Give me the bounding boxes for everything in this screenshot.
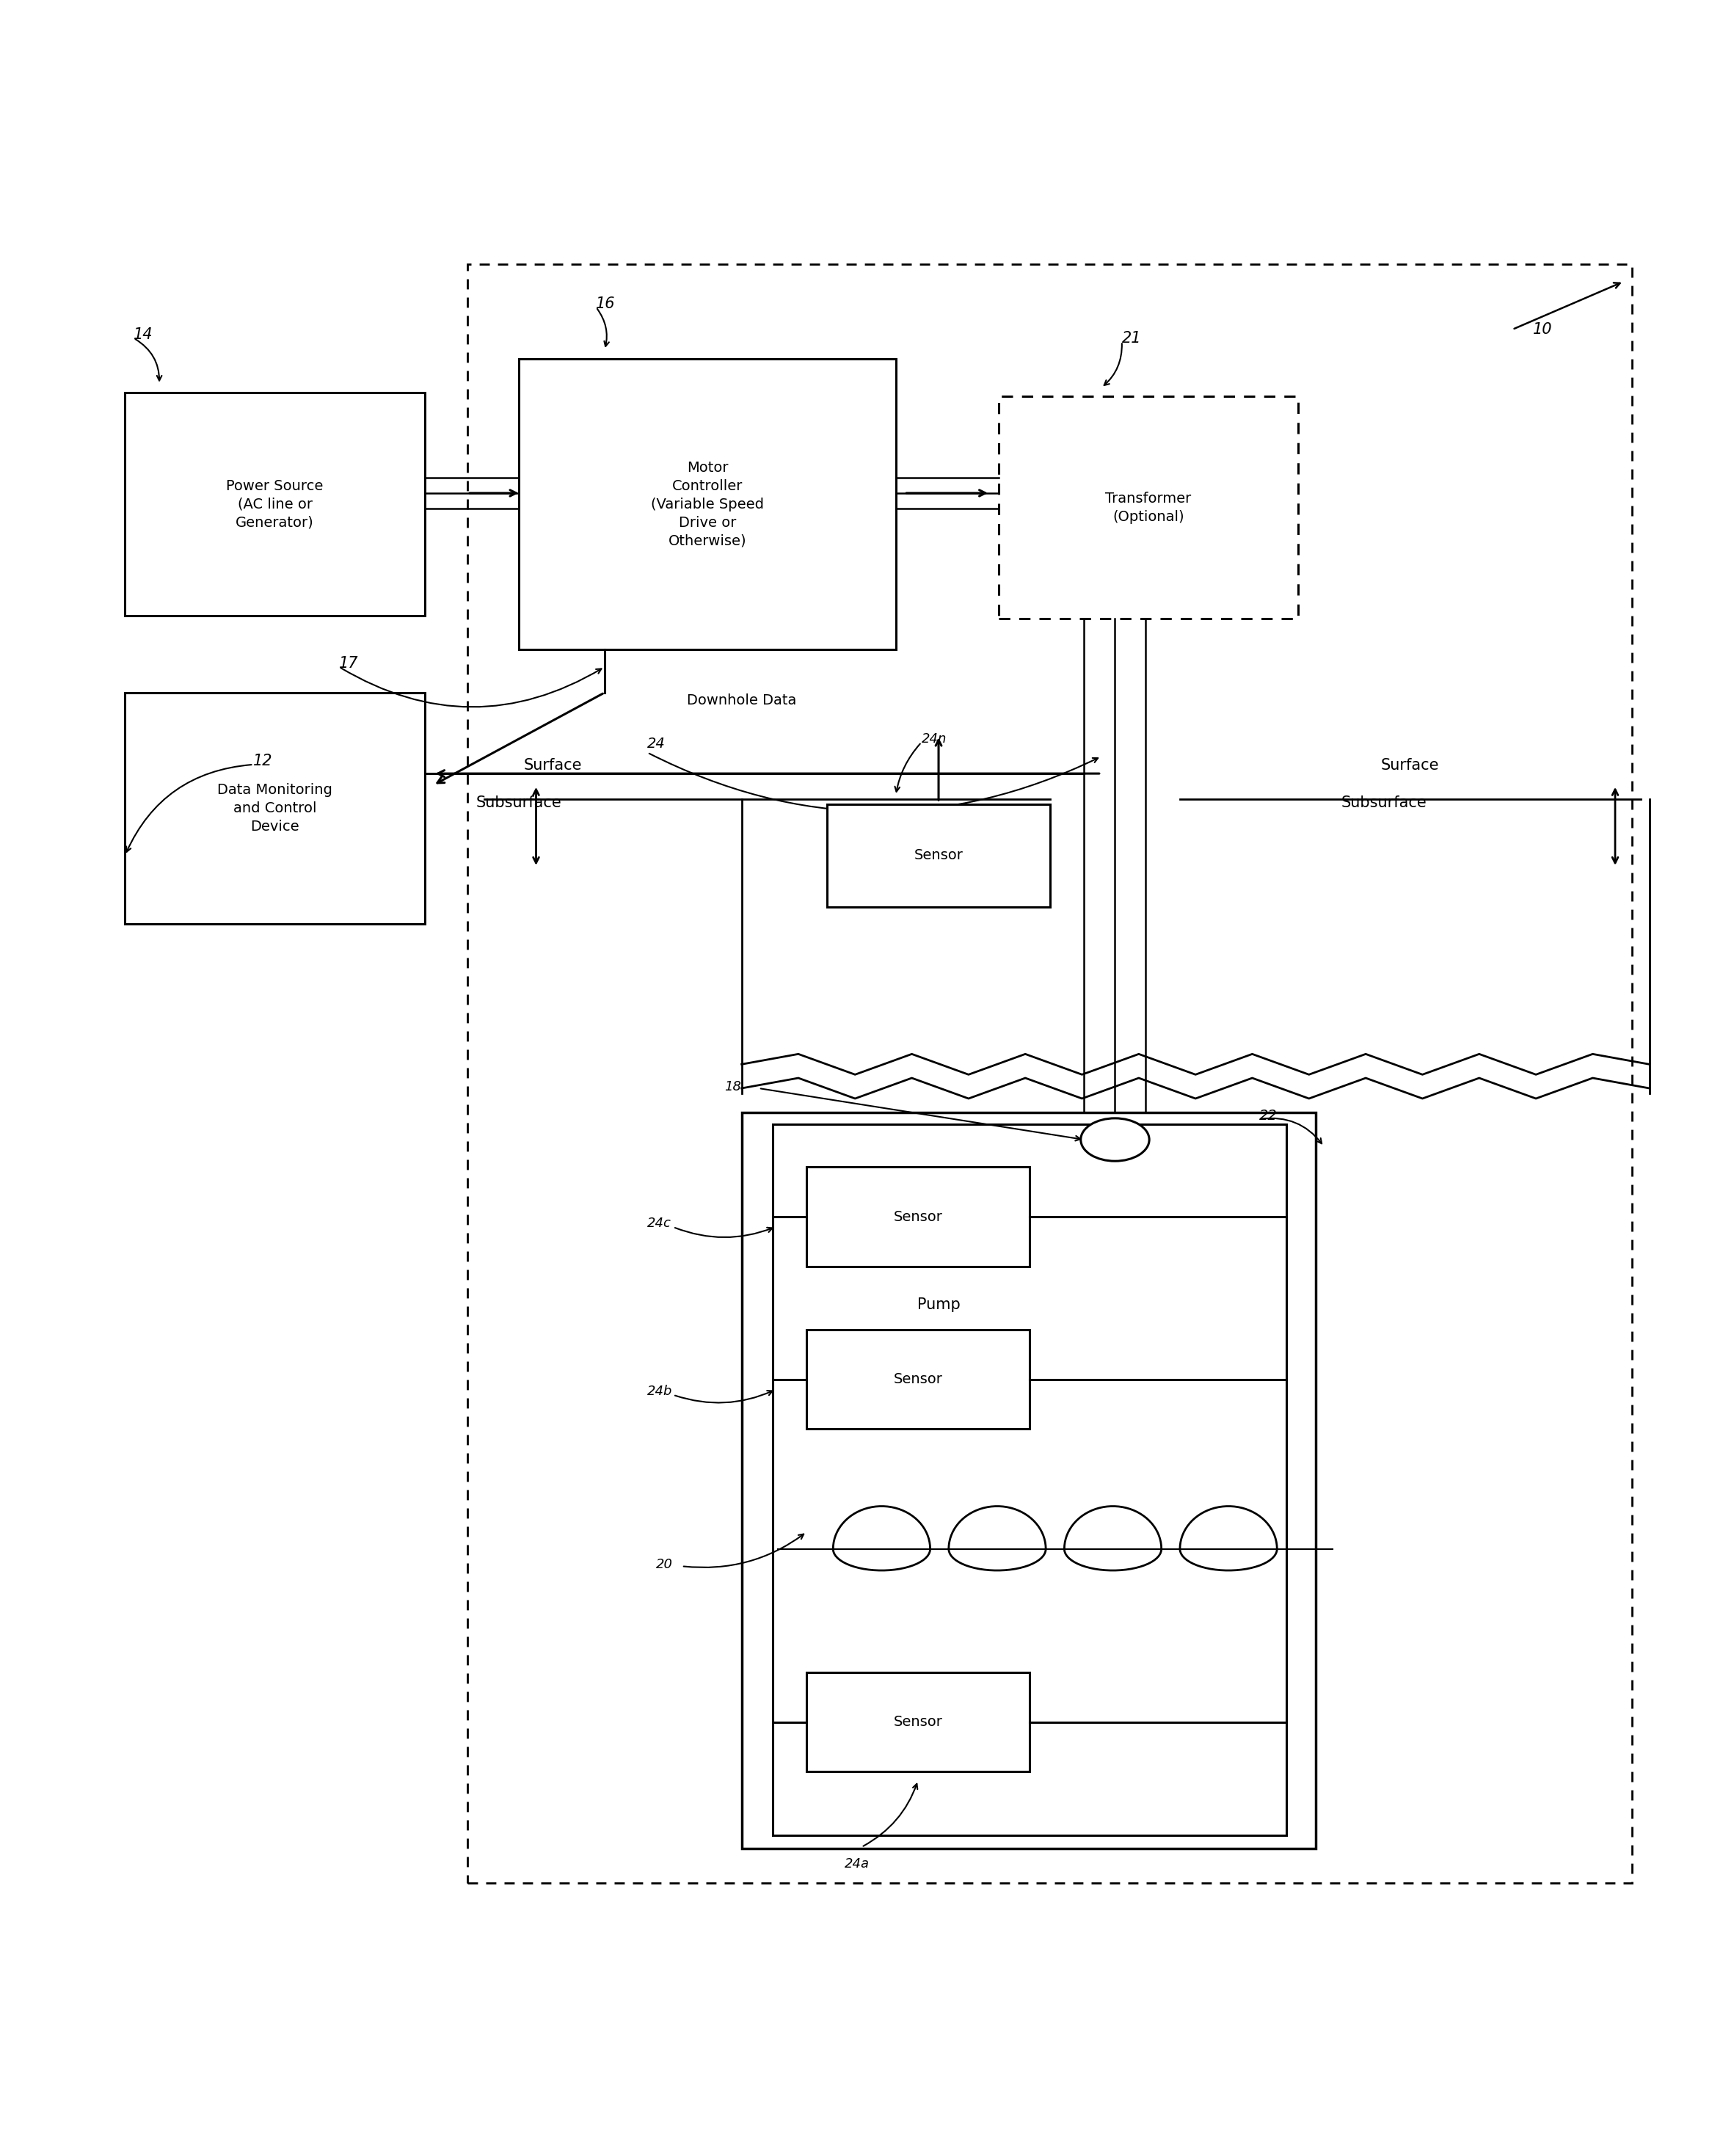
Bar: [806, 1673, 1029, 1772]
Text: Data Monitoring
and Control
Device: Data Monitoring and Control Device: [217, 783, 333, 834]
Text: Transformer
(Optional): Transformer (Optional): [1106, 492, 1191, 524]
Bar: [806, 1330, 1029, 1429]
Text: Sensor: Sensor: [894, 1714, 942, 1729]
Text: 12: 12: [253, 755, 272, 768]
Text: Subsurface: Subsurface: [1340, 796, 1427, 811]
Text: 24a: 24a: [844, 1858, 870, 1871]
Text: Pump: Pump: [917, 1298, 960, 1313]
Bar: [126, 392, 426, 614]
Text: 21: 21: [1122, 330, 1141, 345]
Text: 10: 10: [1533, 321, 1552, 336]
Text: 17: 17: [339, 655, 358, 671]
Text: 16: 16: [596, 298, 615, 310]
Bar: [741, 1112, 1315, 1850]
Ellipse shape: [1080, 1119, 1149, 1162]
Text: Subsurface: Subsurface: [476, 796, 562, 811]
Text: 14: 14: [134, 328, 153, 343]
Bar: [772, 1123, 1287, 1835]
Text: 24: 24: [648, 737, 665, 750]
Text: Motor
Controller
(Variable Speed
Drive or
Otherwise): Motor Controller (Variable Speed Drive o…: [651, 461, 763, 548]
Bar: [827, 804, 1049, 908]
Text: 22: 22: [1260, 1108, 1277, 1123]
Bar: [999, 397, 1297, 619]
Text: 18: 18: [724, 1080, 741, 1093]
Bar: [519, 358, 896, 649]
Text: Sensor: Sensor: [913, 847, 963, 862]
Text: Downhole Data: Downhole Data: [687, 694, 796, 707]
Text: 24c: 24c: [648, 1216, 672, 1231]
Text: Surface: Surface: [1380, 759, 1439, 772]
Text: 24b: 24b: [648, 1384, 672, 1397]
Text: Power Source
(AC line or
Generator): Power Source (AC line or Generator): [226, 479, 324, 530]
Text: 20: 20: [656, 1559, 674, 1572]
Bar: [467, 265, 1632, 1882]
Text: Sensor: Sensor: [894, 1210, 942, 1225]
Text: Sensor: Sensor: [894, 1373, 942, 1386]
Bar: [806, 1166, 1029, 1266]
Bar: [126, 692, 426, 923]
Text: Surface: Surface: [524, 759, 582, 772]
Text: 24n: 24n: [922, 733, 946, 746]
